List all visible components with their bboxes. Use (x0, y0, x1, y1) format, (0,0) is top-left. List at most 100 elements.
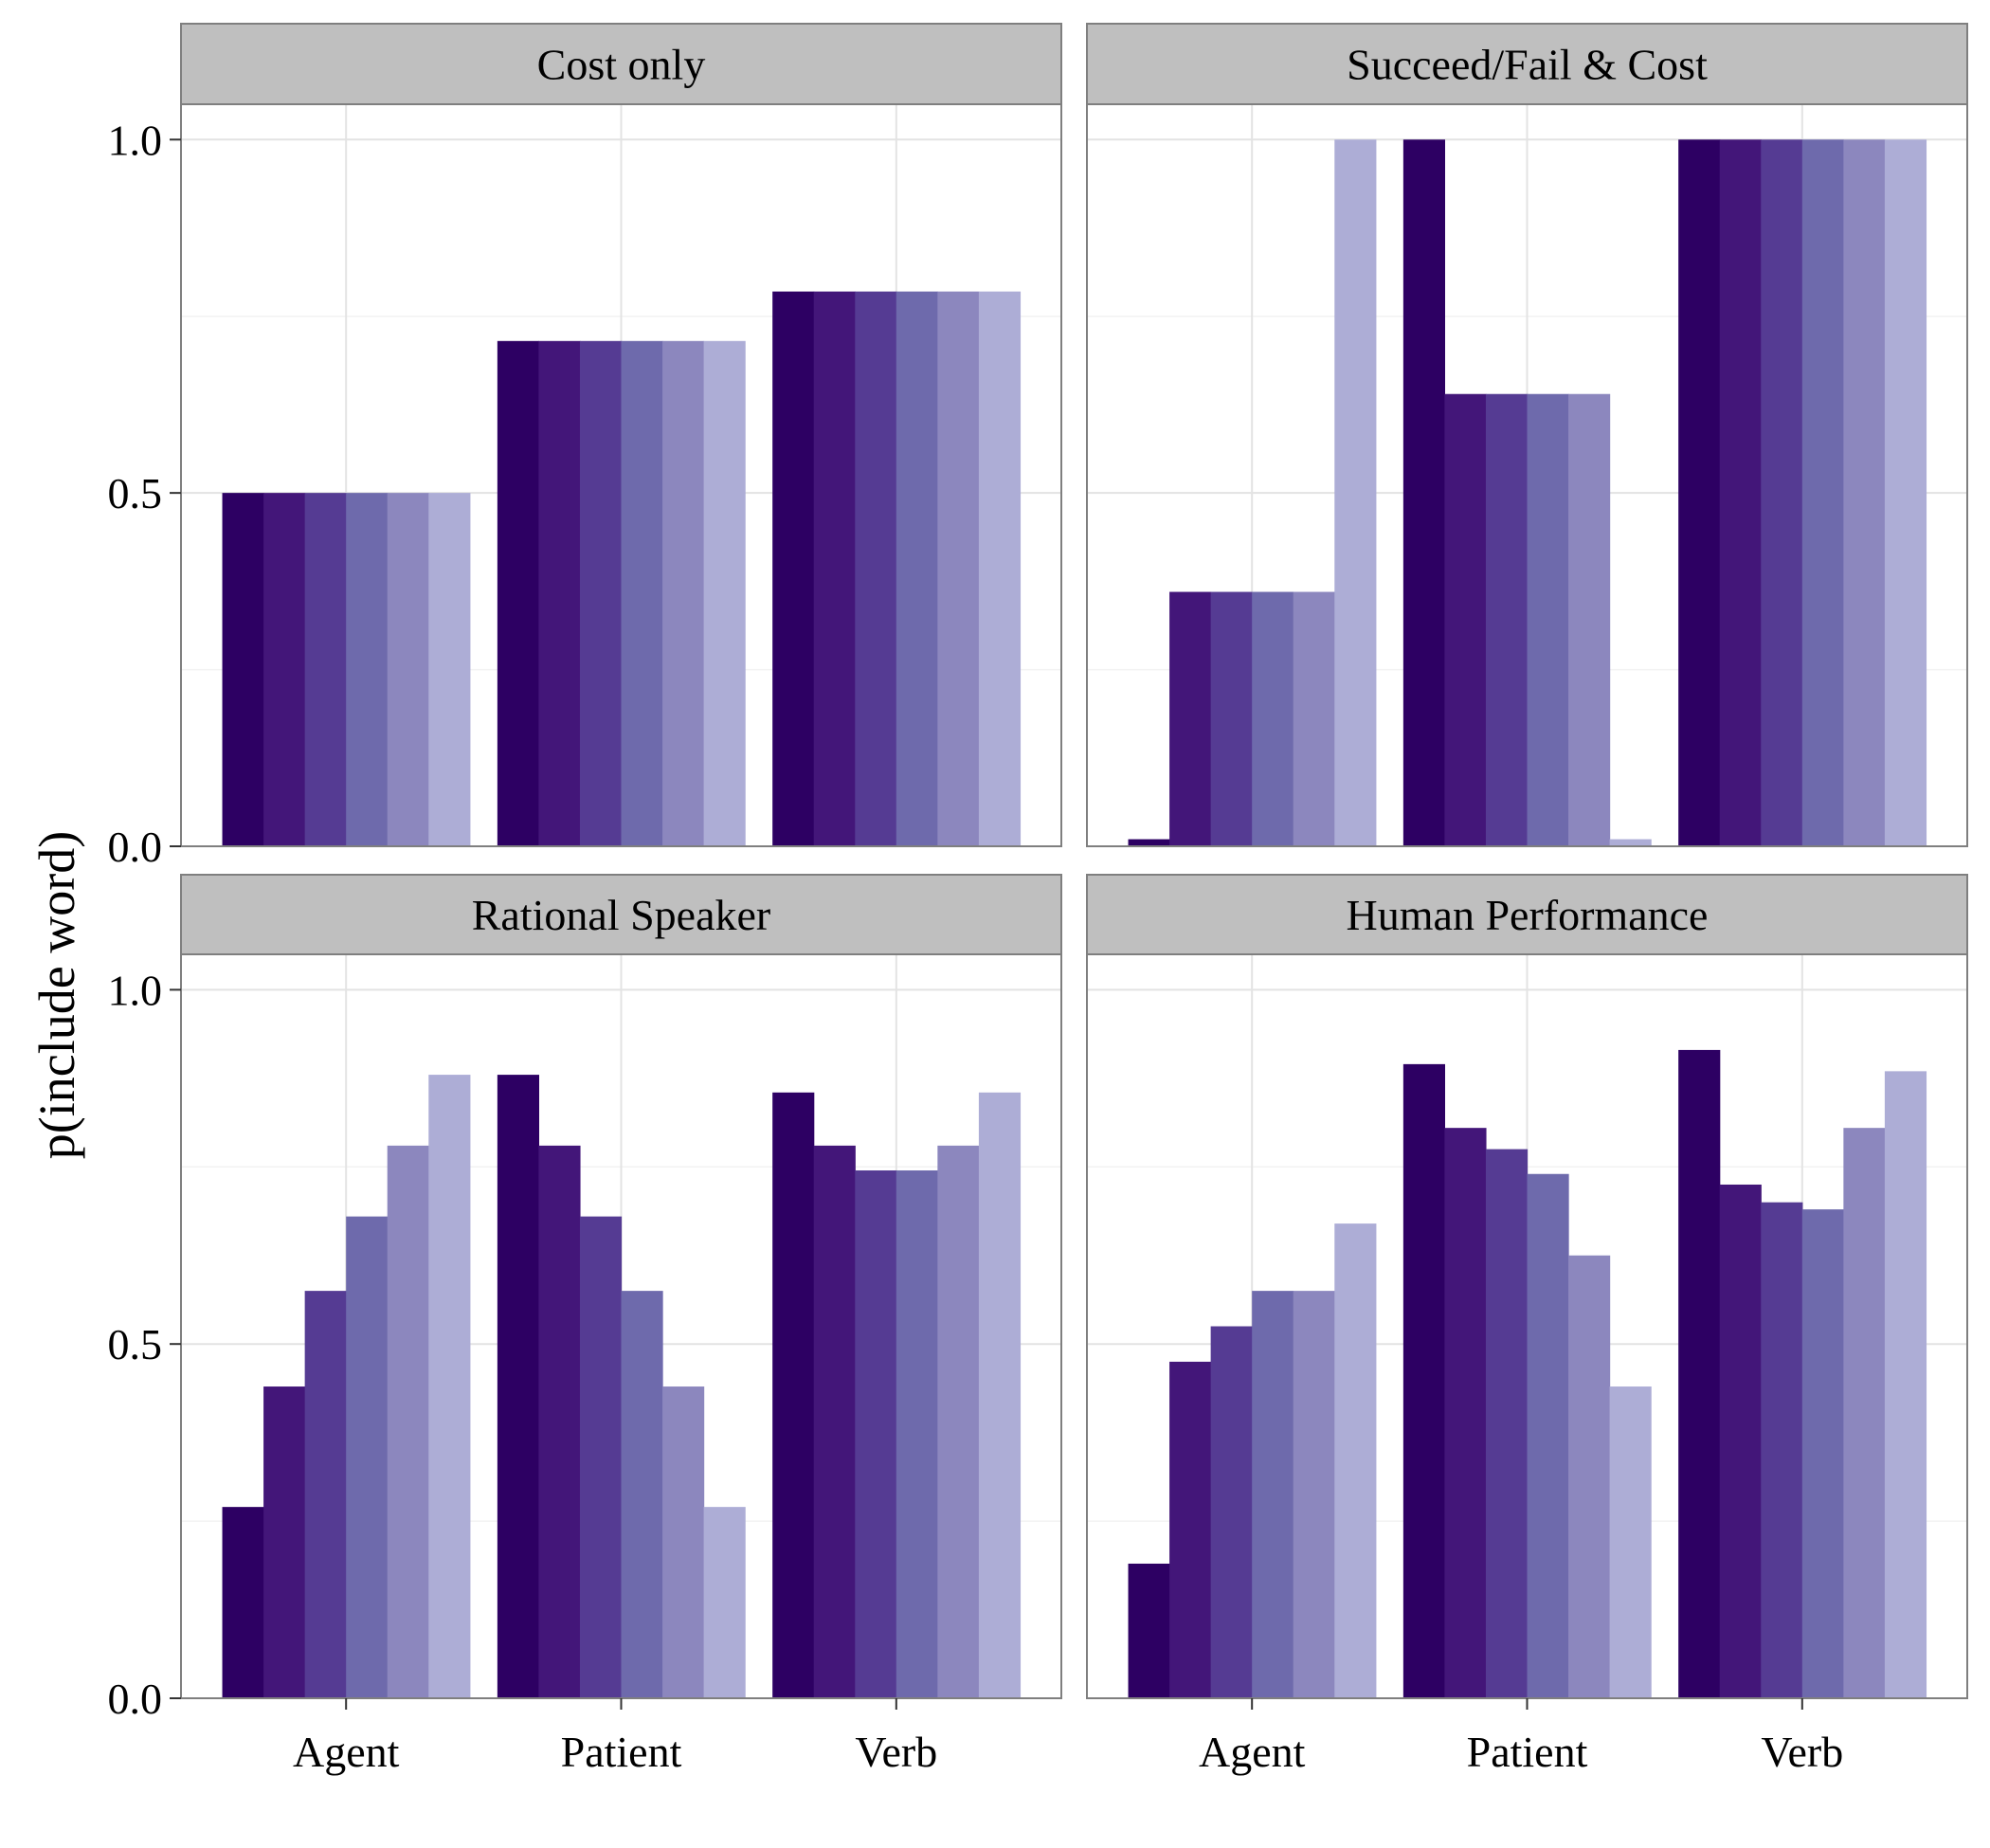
y-axis-label: p(include word) (28, 831, 85, 1159)
bar-patient-series-4 (1527, 393, 1569, 846)
bar-patient-series-3 (1485, 393, 1529, 846)
bar-patient-series-5 (662, 1386, 705, 1698)
bar-verb-series-6 (978, 291, 1022, 847)
bar-patient-series-1 (1402, 139, 1446, 847)
bar-verb-series-3 (855, 1170, 897, 1698)
panel-title: Human Performance (1347, 891, 1709, 939)
bar-verb-series-3 (855, 291, 897, 847)
panel-succeed-fail-cost: Succeed/Fail & Cost (1086, 23, 1968, 847)
bar-patient-series-2 (1444, 393, 1487, 846)
bar-agent-series-1 (1128, 839, 1170, 846)
bar-patient-series-4 (621, 340, 663, 846)
bar-agent-series-4 (1252, 1291, 1294, 1698)
bar-agent-series-6 (428, 1075, 471, 1698)
bar-agent-series-2 (263, 493, 306, 846)
chart-panels: Cost only 0.0 0.5 1.0 Succeed/Fail & Cost Rat… (108, 23, 1968, 1776)
bar-agent-series-2 (1169, 1361, 1212, 1698)
bar-agent-series-5 (387, 493, 429, 846)
bar-verb-series-6 (1884, 139, 1927, 847)
bar-agent-series-2 (263, 1386, 306, 1698)
bar-verb-series-1 (1678, 1049, 1721, 1698)
bar-verb-series-2 (813, 1145, 856, 1698)
bar-verb-series-5 (937, 1145, 980, 1698)
panel-title: Cost only (537, 41, 706, 89)
bar-verb-series-1 (1678, 139, 1721, 847)
bar-patient-series-3 (1485, 1149, 1529, 1698)
bar-agent-series-3 (1210, 591, 1253, 846)
bar-agent-series-3 (304, 1291, 347, 1698)
bar-verb-series-4 (1801, 139, 1844, 847)
bar-patient-series-3 (579, 1216, 623, 1698)
bar-agent-series-6 (1334, 139, 1377, 847)
bar-verb-series-4 (896, 1170, 938, 1698)
bar-verb-series-2 (813, 291, 856, 847)
bar-agent-series-5 (1293, 1291, 1335, 1698)
bar-patient-series-4 (621, 1291, 663, 1698)
bar-verb-series-2 (1719, 139, 1762, 847)
panel-title: Rational Speaker (472, 891, 771, 939)
bar-agent-series-2 (1169, 591, 1212, 846)
panel-strip (1086, 23, 1968, 105)
x-tick-label-agent: Agent (1199, 1728, 1306, 1776)
bar-agent-series-6 (1334, 1223, 1377, 1698)
y-tick-label: 0.5 (108, 1320, 163, 1368)
panel-rational-speaker: Rational Speaker 0.0 0.5 1.0 Agent Patient Ver… (108, 874, 1062, 1776)
bar-agent-series-4 (346, 493, 389, 846)
bar-agent-series-3 (304, 493, 347, 846)
bar-verb-series-6 (978, 1092, 1022, 1698)
x-tick-label-patient: Patient (561, 1728, 682, 1776)
x-tick-label-verb: Verb (1761, 1728, 1843, 1776)
panel-strip (180, 874, 1062, 955)
bar-patient-series-1 (497, 340, 540, 846)
bar-agent-series-3 (1210, 1326, 1253, 1698)
panel-strip (180, 23, 1062, 105)
panel-cost-only: Cost only 0.0 0.5 1.0 (108, 23, 1062, 871)
bar-patient-series-5 (662, 340, 705, 846)
y-tick-label: 1.0 (108, 116, 163, 164)
panel-strip (1086, 874, 1968, 955)
bar-patient-series-1 (1402, 1063, 1446, 1698)
bar-patient-series-6 (703, 340, 746, 846)
bar-patient-series-6 (703, 1507, 746, 1698)
bar-agent-series-6 (428, 493, 471, 846)
bar-agent-series-1 (1128, 1563, 1170, 1698)
bar-agent-series-5 (1293, 591, 1335, 846)
y-tick-label: 0.0 (108, 823, 163, 871)
y-tick-label: 1.0 (108, 966, 163, 1014)
bar-verb-series-2 (1719, 1184, 1762, 1698)
bar-agent-series-4 (346, 1216, 389, 1698)
panel-human-performance: Human Performance Agent Patient Verb (1086, 874, 1968, 1776)
y-tick-label: 0.5 (108, 469, 163, 517)
bar-verb-series-1 (772, 1092, 815, 1698)
bar-patient-series-3 (579, 340, 623, 846)
bar-verb-series-3 (1761, 139, 1803, 847)
x-tick-label-patient: Patient (1467, 1728, 1588, 1776)
panel-border (180, 103, 1062, 847)
bar-verb-series-5 (1843, 139, 1886, 847)
bar-verb-series-4 (896, 291, 938, 847)
bar-agent-series-4 (1252, 591, 1294, 846)
bar-patient-series-6 (1609, 1386, 1652, 1698)
bar-agent-series-5 (387, 1145, 429, 1698)
bar-agent-series-1 (222, 1507, 264, 1698)
bar-verb-series-5 (937, 291, 980, 847)
bar-verb-series-4 (1801, 1209, 1844, 1698)
bar-patient-series-5 (1568, 1255, 1611, 1698)
x-tick-label-agent: Agent (293, 1728, 400, 1776)
bar-verb-series-5 (1843, 1128, 1886, 1698)
bar-patient-series-2 (1444, 1128, 1487, 1698)
bar-verb-series-3 (1761, 1202, 1803, 1698)
y-tick-label: 0.0 (108, 1675, 163, 1723)
bar-patient-series-2 (538, 340, 581, 846)
bar-verb-series-6 (1884, 1071, 1927, 1698)
bar-verb-series-1 (772, 291, 815, 847)
bar-patient-series-6 (1609, 839, 1652, 846)
bar-patient-series-2 (538, 1145, 581, 1698)
bar-agent-series-1 (222, 493, 264, 846)
panel-title: Succeed/Fail & Cost (1347, 41, 1708, 89)
panel-border (1086, 103, 1968, 847)
bar-patient-series-4 (1527, 1173, 1569, 1698)
bar-patient-series-5 (1568, 393, 1611, 846)
bar-patient-series-1 (497, 1075, 540, 1698)
